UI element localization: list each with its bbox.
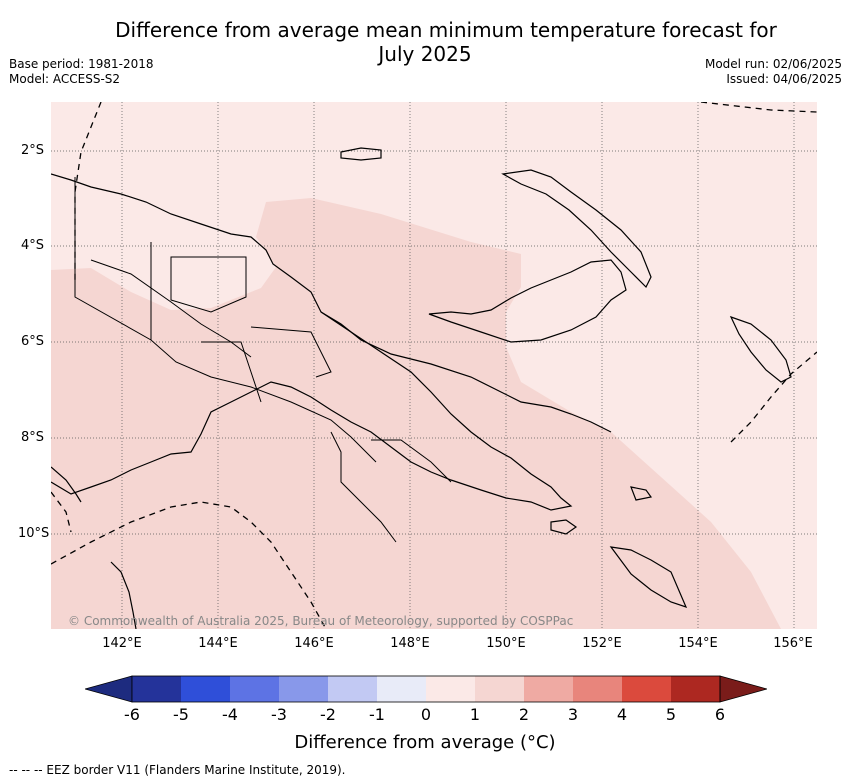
- lon-label-154e: 154°E: [678, 636, 718, 651]
- model-run: Model run: 02/06/2025: [704, 57, 842, 71]
- cb-tick-8: 2: [518, 705, 530, 724]
- colorbar-cell: [524, 676, 573, 702]
- title-line-2: July 2025: [378, 42, 472, 66]
- cb-tick-5: -1: [369, 705, 385, 724]
- lon-label-152e: 152°E: [582, 636, 622, 651]
- colorbar-over: [719, 675, 767, 703]
- map-title: Difference from average mean minimum tem…: [0, 18, 850, 66]
- coastlines: [51, 147, 792, 629]
- cb-tick-9: 3: [567, 705, 579, 724]
- region-0-to-1-west: [101, 220, 251, 282]
- base-period: Base period: 1981-2018: [9, 57, 154, 71]
- forecast-map: [51, 102, 817, 629]
- colorbar-title: Difference from average (°C): [294, 732, 556, 753]
- colorbar-cell: [426, 676, 475, 702]
- colorbar-cell: [230, 676, 279, 702]
- colorbar-cell: [132, 676, 181, 702]
- cb-tick-10: 4: [616, 705, 628, 724]
- eez-borders: [51, 102, 817, 629]
- title-line-1: Difference from average mean minimum tem…: [115, 18, 777, 42]
- cb-tick-1: -5: [173, 705, 189, 724]
- colorbar-cell: [181, 676, 230, 702]
- province-borders: [74, 177, 452, 543]
- colorbar-cell: [622, 676, 671, 702]
- lon-label-144e: 144°E: [198, 636, 238, 651]
- meta-right: Model run: 02/06/2025 Issued: 04/06/2025: [705, 57, 842, 87]
- colorbar-cell: [328, 676, 377, 702]
- colorbar-cell: [279, 676, 328, 702]
- cb-tick-0: -6: [124, 705, 140, 724]
- meta-left: Base period: 1981-2018 Model: ACCESS-S2: [9, 57, 154, 87]
- cb-tick-4: -2: [320, 705, 336, 724]
- lon-label-146e: 146°E: [294, 636, 334, 651]
- colorbar-cell: [377, 676, 426, 702]
- cb-tick-3: -3: [271, 705, 287, 724]
- colorbar-under: [85, 675, 133, 703]
- lat-label-6s: 6°S: [20, 334, 44, 349]
- copyright-notice: © Commonwealth of Australia 2025, Bureau…: [68, 614, 574, 628]
- colorbar-cell: [573, 676, 622, 702]
- colorbar-cell: [671, 676, 720, 702]
- lat-label-8s: 8°S: [20, 430, 44, 445]
- region-1-to-2: [51, 198, 781, 629]
- cb-tick-2: -4: [222, 705, 238, 724]
- cb-tick-6: 0: [420, 705, 432, 724]
- lon-label-150e: 150°E: [486, 636, 526, 651]
- cb-tick-12: 6: [714, 705, 726, 724]
- lon-label-156e: 156°E: [773, 636, 813, 651]
- lat-label-4s: 4°S: [20, 238, 44, 253]
- colorbar-cell: [475, 676, 524, 702]
- lat-label-2s: 2°S: [20, 143, 44, 158]
- lon-label-148e: 148°E: [390, 636, 430, 651]
- graticule: [51, 102, 817, 629]
- colorbar: [85, 675, 767, 703]
- model-name: Model: ACCESS-S2: [9, 72, 121, 86]
- cb-tick-7: 1: [469, 705, 481, 724]
- eez-legend: -- -- -- EEZ border V11 (Flanders Marine…: [9, 763, 346, 777]
- lon-label-142e: 142°E: [102, 636, 142, 651]
- issued-date: Issued: 04/06/2025: [726, 72, 842, 86]
- cb-tick-11: 5: [665, 705, 677, 724]
- lat-label-10s: 10°S: [18, 526, 50, 541]
